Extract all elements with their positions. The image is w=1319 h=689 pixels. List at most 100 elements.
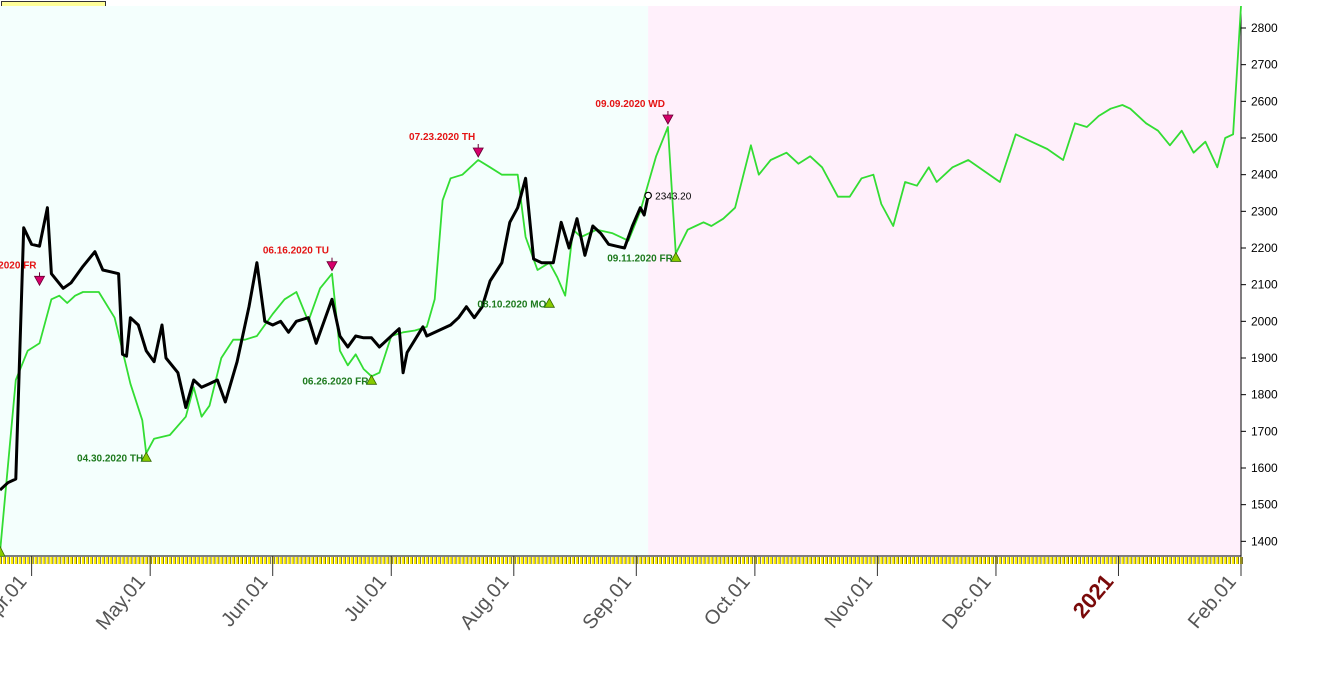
x-day-tick	[576, 557, 579, 564]
x-day-tick	[70, 557, 73, 564]
x-day-tick	[1070, 557, 1073, 564]
x-day-tick	[670, 557, 674, 564]
x-day-tick	[777, 557, 780, 564]
x-day-tick	[516, 557, 520, 564]
x-day-tick	[674, 557, 678, 564]
x-day-tick	[228, 557, 231, 564]
x-day-tick	[334, 557, 338, 564]
x-day-tick	[702, 557, 705, 564]
x-day-tick	[825, 557, 828, 564]
x-day-tick	[698, 557, 701, 564]
x-day-tick	[690, 557, 694, 564]
x-day-tick	[730, 557, 733, 564]
x-day-tick	[410, 557, 413, 564]
x-day-tick	[1168, 557, 1172, 564]
x-day-tick	[591, 557, 595, 564]
x-day-tick	[168, 557, 172, 564]
y-tick-label: 2300	[1251, 204, 1278, 218]
y-tick-label: 2400	[1251, 168, 1278, 182]
x-day-tick	[662, 557, 666, 564]
x-day-tick	[1093, 557, 1097, 564]
x-day-tick	[880, 557, 883, 564]
x-day-tick	[433, 557, 437, 564]
x-day-tick	[694, 557, 697, 564]
x-day-tick	[164, 557, 168, 564]
x-day-tick	[89, 557, 93, 564]
x-day-tick	[540, 557, 543, 564]
x-day-tick	[801, 557, 804, 564]
x-day-tick	[1014, 557, 1018, 564]
y-tick-label: 1700	[1251, 424, 1278, 438]
x-day-tick	[975, 557, 978, 564]
x-day-tick	[643, 557, 646, 564]
forecast-start-marker	[0, 545, 6, 557]
x-day-tick	[1149, 557, 1152, 564]
x-day-tick	[176, 557, 180, 564]
x-day-tick	[1105, 557, 1109, 564]
x-day-tick	[714, 557, 717, 564]
x-tick-label: Nov.01	[821, 571, 878, 633]
x-day-tick	[647, 557, 650, 564]
x-day-tick	[848, 557, 852, 564]
x-day-tick	[564, 557, 567, 564]
x-day-tick	[1160, 557, 1164, 564]
x-day-tick	[14, 557, 18, 564]
x-day-tick	[1228, 557, 1231, 564]
x-day-tick	[757, 557, 761, 564]
x-day-tick	[568, 557, 571, 564]
x-day-tick	[275, 557, 279, 564]
x-day-tick	[441, 557, 445, 564]
x-day-tick	[659, 557, 662, 564]
x-day-tick	[382, 557, 385, 564]
x-day-tick	[105, 557, 109, 564]
x-day-tick	[1208, 557, 1211, 564]
x-day-tick	[18, 557, 22, 564]
x-day-tick	[291, 557, 294, 564]
x-day-tick	[1180, 557, 1184, 564]
x-day-tick	[773, 557, 777, 564]
x-day-tick	[1054, 557, 1057, 564]
x-day-tick	[366, 557, 369, 564]
x-day-tick	[904, 557, 907, 564]
x-day-tick	[840, 557, 844, 564]
x-tick-label: May.01	[92, 571, 150, 634]
x-day-tick	[765, 557, 769, 564]
high-marker	[326, 261, 338, 272]
x-day-tick	[402, 557, 405, 564]
x-day-tick	[1141, 557, 1144, 564]
last-value-label: 2343.20	[655, 191, 692, 202]
x-day-tick	[153, 557, 156, 564]
x-day-tick	[161, 557, 164, 564]
x-day-tick	[789, 557, 792, 564]
x-day-tick	[967, 557, 970, 564]
x-day-tick	[113, 557, 117, 564]
x-day-tick	[939, 557, 943, 564]
x-day-tick	[251, 557, 255, 564]
x-day-tick	[240, 557, 243, 564]
x-day-tick	[742, 557, 745, 564]
y-tick-label: 2800	[1251, 21, 1278, 35]
x-day-tick	[417, 557, 421, 564]
x-day-tick	[192, 557, 196, 564]
x-day-tick	[101, 557, 105, 564]
x-day-tick	[769, 557, 773, 564]
x-day-tick	[327, 557, 330, 564]
x-day-tick	[319, 557, 322, 564]
low-marker	[670, 251, 682, 262]
x-day-tick	[85, 557, 89, 564]
y-tick-label: 2000	[1251, 314, 1278, 328]
x-day-tick	[125, 557, 128, 564]
x-day-tick	[868, 557, 871, 564]
x-day-tick	[350, 557, 354, 564]
high-label: 07.23.2020 TH	[409, 132, 475, 143]
x-day-tick	[204, 557, 207, 564]
x-day-tick	[279, 557, 283, 564]
x-day-tick	[172, 557, 176, 564]
x-day-tick	[469, 557, 472, 564]
x-day-tick	[157, 557, 160, 564]
x-day-tick	[536, 557, 539, 564]
x-day-tick	[524, 557, 528, 564]
x-day-tick	[481, 557, 484, 564]
x-day-tick	[919, 557, 923, 564]
x-day-ruler	[0, 557, 1243, 564]
